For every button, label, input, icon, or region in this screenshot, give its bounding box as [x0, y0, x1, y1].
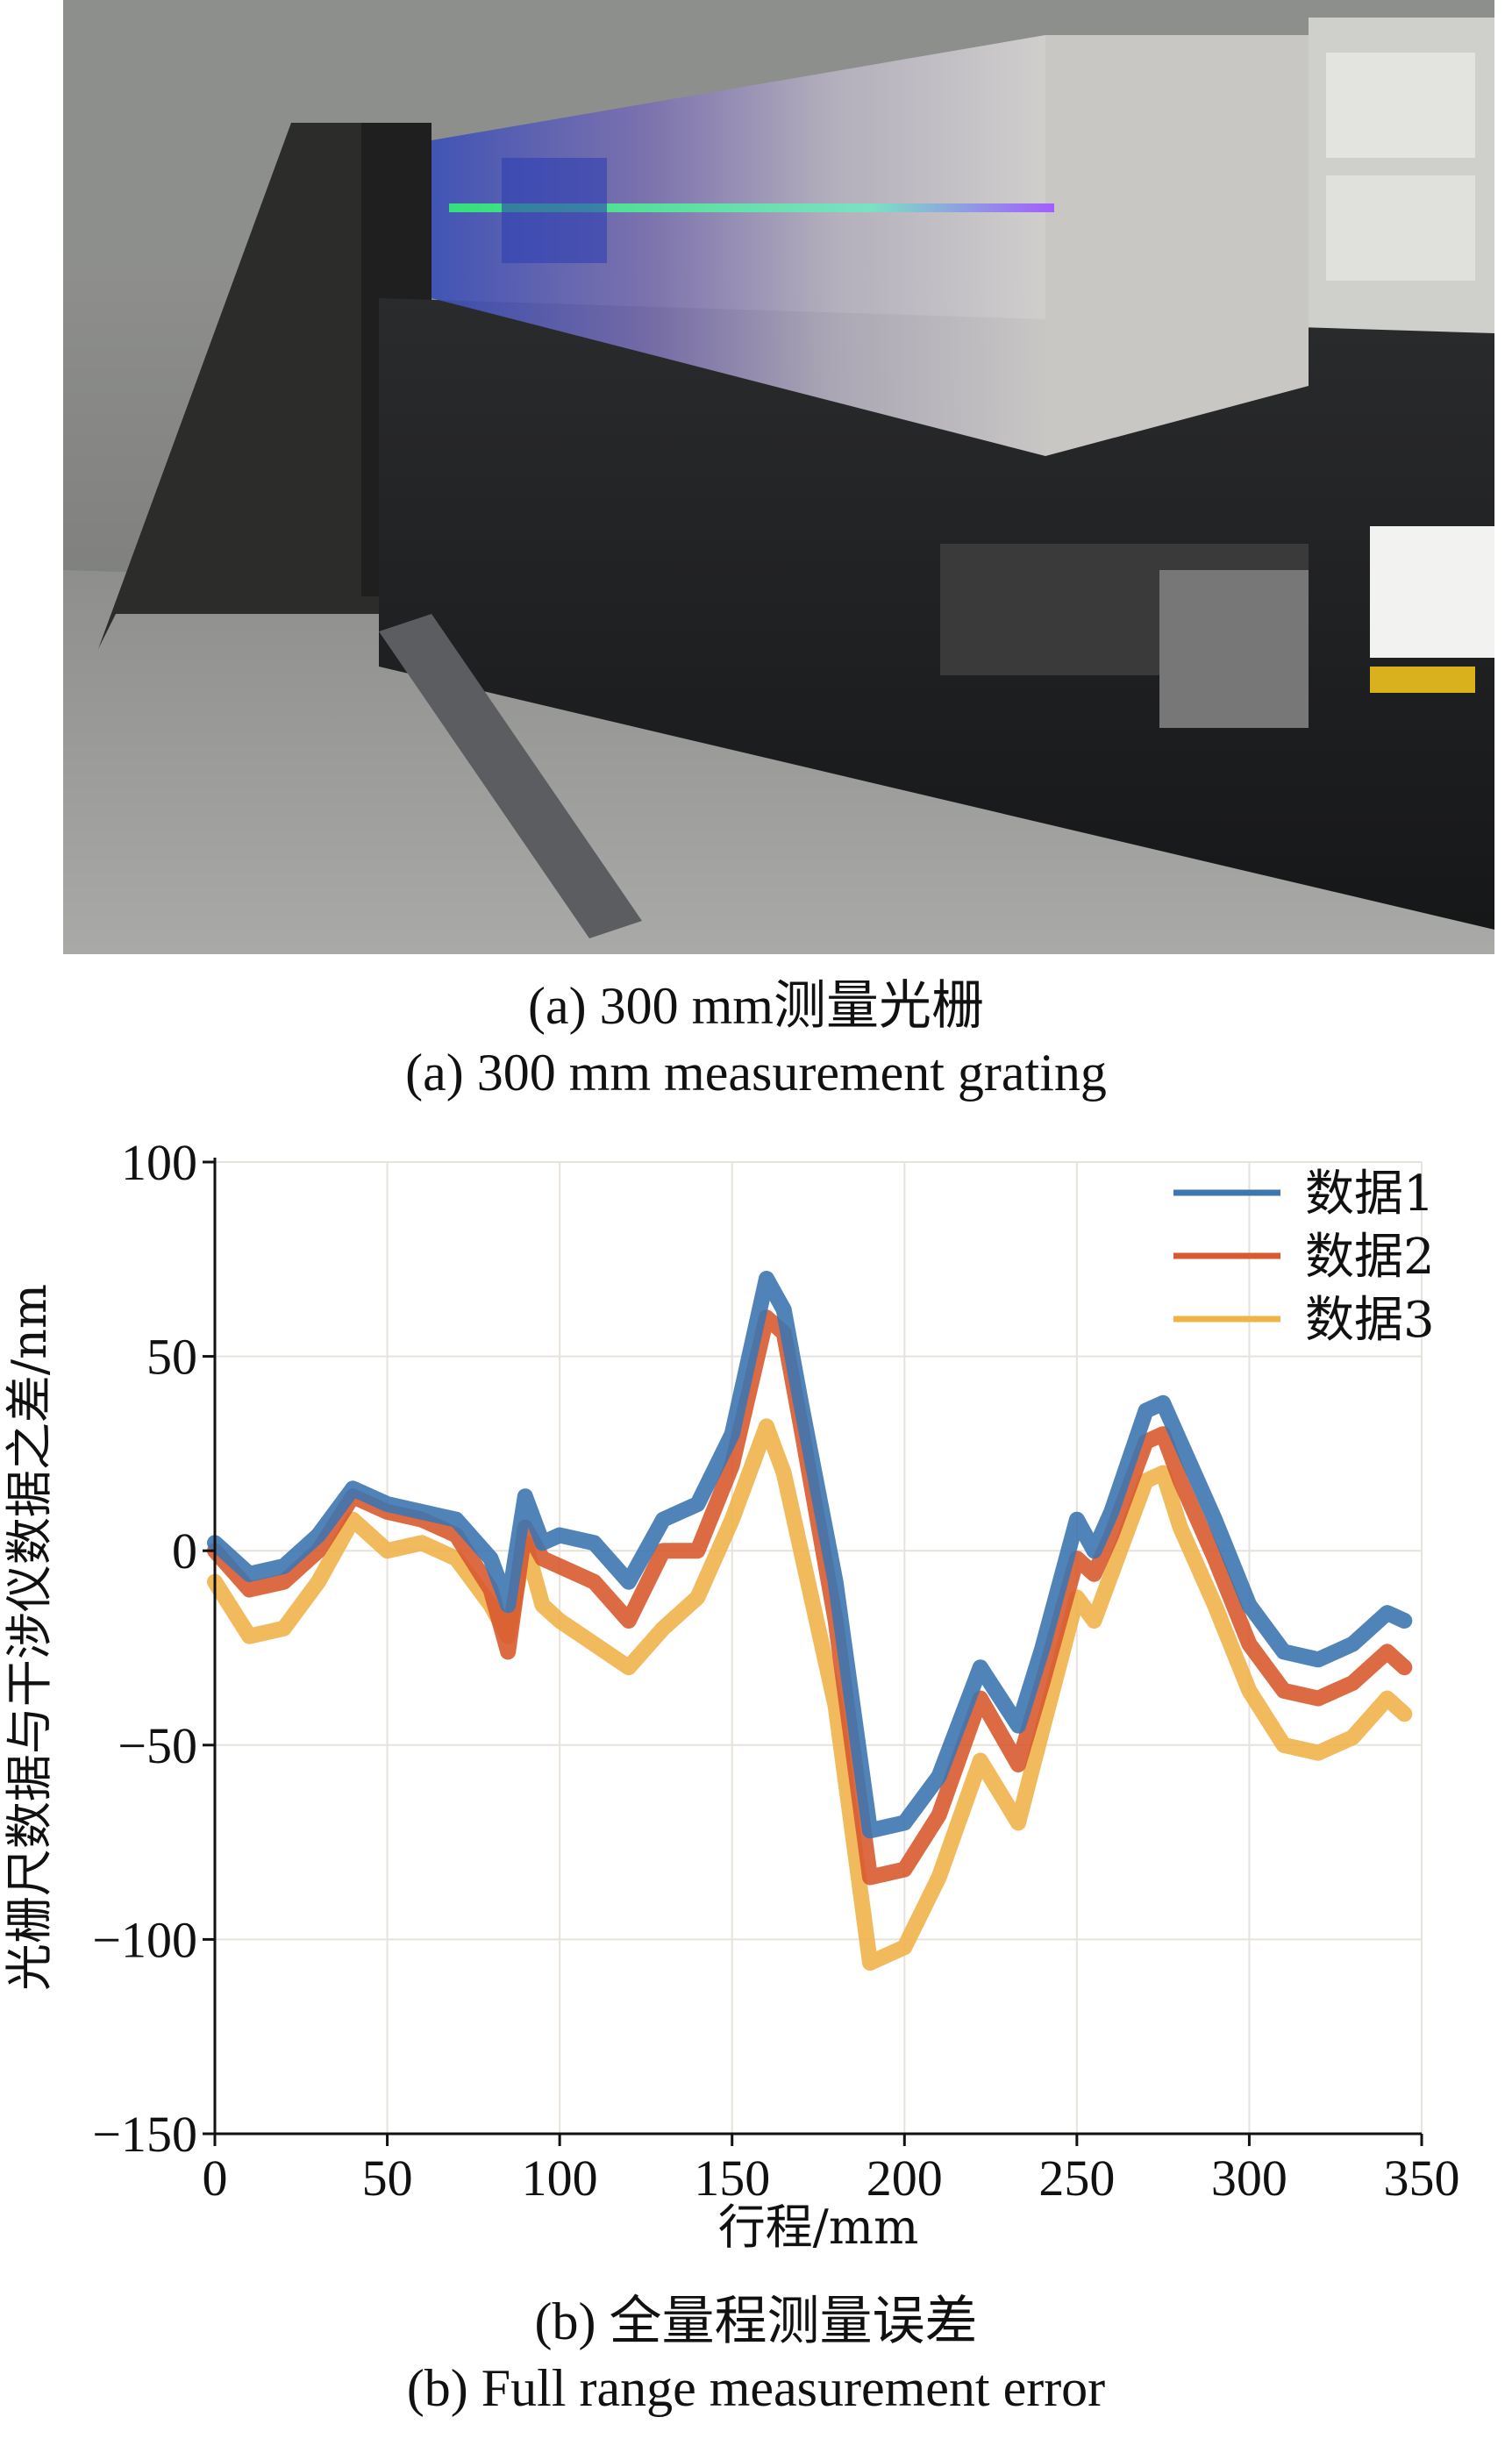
x-tick-label: 200: [867, 2150, 943, 2207]
x-tick-label: 350: [1384, 2150, 1460, 2207]
legend-label-3: 数据3: [1305, 1292, 1435, 1349]
y-tick-label: −150: [92, 2106, 197, 2163]
chart-series: [207, 1271, 1413, 1971]
series-line-3: [207, 1418, 1413, 1971]
y-tick-label: 100: [121, 1134, 197, 1191]
x-ticks: 0 50 100 150 200 250 300 350: [203, 2134, 1460, 2207]
legend-label-2: 数据2: [1305, 1229, 1435, 1286]
y-tick-label: 50: [146, 1329, 197, 1386]
x-axis-title: 行程/mm: [718, 2200, 919, 2255]
x-tick-label: 300: [1211, 2150, 1287, 2207]
chart-axes: [213, 1158, 1422, 2136]
y-axis-title: 光栅尺数据与干涉仪数据之差/nm: [2, 1284, 57, 1991]
x-tick-label: 50: [362, 2150, 413, 2207]
chart-grid: [215, 1161, 1423, 2134]
y-tick-label: −100: [92, 1911, 197, 1968]
figure-b-caption-en: (b) Full range measurement error: [406, 2359, 1106, 2417]
x-tick-label: 250: [1038, 2150, 1115, 2207]
x-tick-label: 0: [203, 2150, 228, 2207]
x-tick-label: 150: [694, 2150, 770, 2207]
x-tick-label: 100: [522, 2150, 598, 2207]
y-tick-label: 0: [172, 1522, 197, 1579]
legend-label-1: 数据1: [1305, 1166, 1435, 1223]
figure-b-caption-cn: (b) 全量程测量误差: [534, 2293, 978, 2350]
y-ticks: 100 50 0 −50 −100 −150: [92, 1134, 215, 2163]
figure-a-caption-cn: (a) 300 mm测量光栅: [528, 977, 984, 1035]
chart-legend: 数据1 数据2 数据3: [1173, 1166, 1435, 1349]
grating-photo: [63, 0, 1494, 954]
series-line-1: [207, 1271, 1413, 1839]
figure-a-caption-en: (a) 300 mm measurement grating: [405, 1044, 1107, 1102]
y-tick-label: −50: [118, 1717, 197, 1774]
error-chart: 0 50 100 150 200 250 300 350 100500−50−100−150 …: [2, 1134, 1460, 2255]
